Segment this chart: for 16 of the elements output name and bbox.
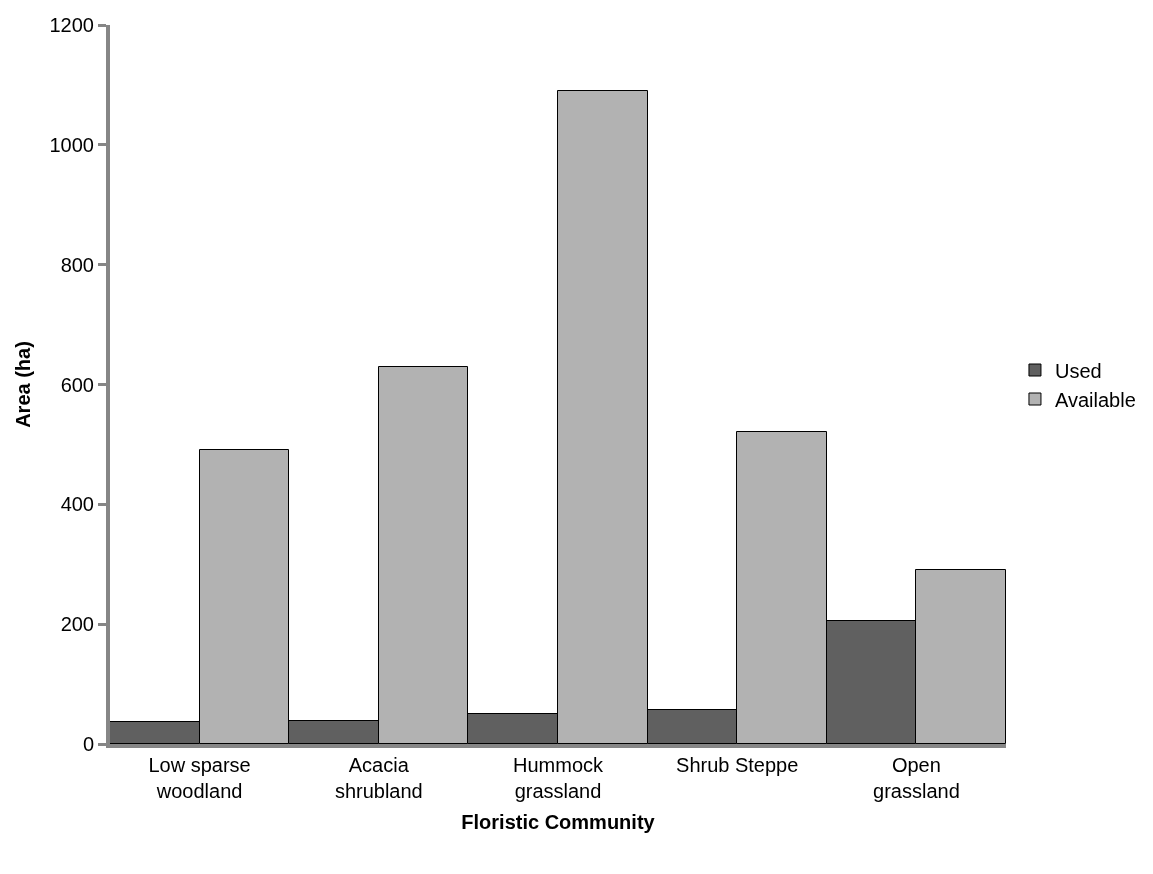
x-tick-label: Acacia shrubland — [334, 754, 423, 802]
y-tick-label: 600 — [60, 373, 94, 396]
y-tick-label: 200 — [60, 613, 94, 636]
y-tick-label: 0 — [82, 733, 94, 755]
y-tick-label: 1200 — [49, 14, 94, 36]
y-tick-label: 400 — [60, 493, 94, 516]
legend-label: Used — [1054, 359, 1102, 382]
x-axis-title: Floristic Community — [461, 811, 656, 833]
x-tick-label: Hummock grassland — [512, 754, 604, 802]
legend-label: Available — [1054, 388, 1136, 411]
y-axis-title: Area (ha) — [11, 341, 34, 428]
x-tick-label: Open grassland — [873, 754, 960, 802]
y-tick-label: 800 — [60, 253, 94, 276]
x-tick-label: Low sparse woodland — [148, 754, 251, 802]
x-tick-label: Shrub Steppe — [676, 754, 799, 776]
y-tick-label: 1000 — [49, 133, 94, 156]
